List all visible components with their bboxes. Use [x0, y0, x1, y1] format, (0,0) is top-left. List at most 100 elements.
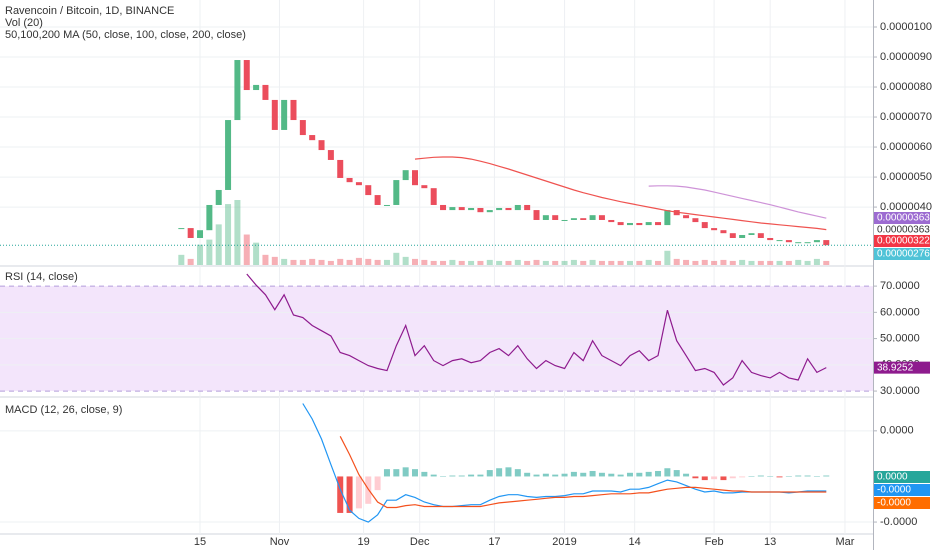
price-value-label: 0.00000363: [877, 213, 930, 224]
candle-body: [178, 228, 185, 230]
marks: [0, 60, 873, 523]
candle-body: [206, 204, 213, 231]
price-value-label-box: [874, 235, 930, 247]
candle-body: [739, 234, 746, 238]
candle-body: [253, 84, 260, 91]
macd-histogram-bar: [440, 476, 447, 477]
candle-body: [664, 210, 671, 226]
rsi-value-label: 38.9252: [877, 362, 914, 373]
chart-title: Ravencoin / Bitcoin, 1D, BINANCE: [5, 5, 174, 17]
volume-bar: [645, 259, 652, 265]
macd-histogram-bar: [767, 476, 774, 477]
volume-bar: [496, 260, 503, 265]
volume-bar: [505, 260, 512, 265]
candle-body: [262, 84, 269, 100]
volume-bar: [309, 258, 316, 265]
candle-body: [608, 219, 615, 223]
candle-body: [299, 120, 306, 136]
macd-histogram-bar: [720, 476, 727, 481]
macd-histogram-bar: [337, 476, 344, 513]
macd-histogram-bar: [655, 470, 662, 477]
ma50-line: [414, 156, 827, 231]
macd-histogram-bar: [561, 473, 568, 477]
volume-bar: [589, 259, 596, 265]
volume-bar: [318, 259, 325, 265]
candle-body: [636, 222, 643, 226]
volume-bar: [337, 258, 344, 265]
x-tick-label: 13: [764, 536, 776, 548]
volume-bar: [636, 260, 643, 265]
volume-bar: [570, 259, 577, 265]
macd-histogram-bar: [636, 472, 643, 477]
candle-body: [570, 218, 577, 220]
price-value-label: 0.00000363: [877, 225, 930, 236]
y-tick-label: -0.0000: [880, 516, 917, 528]
volume-bar: [412, 258, 419, 265]
macd-histogram-bar: [729, 476, 736, 479]
candle-body: [617, 222, 624, 226]
macd-histogram-bar: [496, 468, 503, 477]
x-tick-label: Mar: [835, 536, 854, 548]
macd-histogram-bar: [477, 474, 484, 477]
macd-histogram-bar: [449, 475, 456, 477]
volume-bar: [477, 260, 484, 265]
price-value-label: 0.00000322: [877, 236, 930, 247]
candle-body: [683, 215, 690, 219]
macd-histogram-bar: [795, 475, 802, 477]
macd-histogram-bar: [701, 476, 708, 481]
volume-bar: [383, 259, 390, 265]
candle-body: [337, 159, 344, 178]
volume-bar: [561, 260, 568, 265]
candle-body: [346, 177, 353, 183]
macd-histogram-bar: [757, 475, 764, 477]
candle-body: [748, 233, 755, 235]
y-tick-label: 0.00001000: [880, 21, 932, 33]
price-value-label-box: [874, 212, 930, 224]
candle-body: [767, 237, 774, 241]
candle-body: [374, 195, 381, 205]
macd-histogram-bar: [580, 472, 587, 477]
candle-body: [318, 140, 325, 151]
volume-bar: [449, 259, 456, 265]
candle-body: [692, 218, 699, 223]
volume-bar: [327, 260, 334, 265]
candle-body: [524, 204, 531, 211]
volume-bar: [421, 259, 428, 265]
candle-body: [215, 189, 222, 205]
candle-body: [271, 99, 278, 130]
macd-histogram-bar: [412, 469, 419, 477]
candle-body: [383, 204, 390, 206]
volume-bar: [299, 259, 306, 265]
candle-body: [655, 222, 662, 226]
volume-bar: [767, 260, 774, 265]
candle-body: [477, 207, 484, 213]
macd-histogram-bar: [711, 476, 718, 480]
volume-bar: [757, 260, 764, 265]
volume-bar: [365, 258, 372, 265]
candle-body: [757, 233, 764, 238]
candle-body: [514, 204, 521, 211]
volume-bar: [683, 259, 690, 265]
candle-body: [823, 240, 830, 246]
candle-body: [225, 120, 232, 190]
volume-bar: [524, 260, 531, 265]
candle-body: [701, 222, 708, 229]
candle-body: [234, 60, 241, 121]
macd-histogram-bar: [598, 472, 605, 477]
macd-histogram-bar: [505, 467, 512, 477]
candle-body: [813, 240, 820, 243]
candle-body: [542, 215, 549, 220]
rsi-title: RSI (14, close): [5, 271, 78, 283]
x-tick-label: 19: [357, 536, 369, 548]
volume-bar: [729, 260, 736, 265]
macd-histogram-bar: [692, 476, 699, 479]
candle-body: [402, 170, 409, 181]
volume-bar: [290, 259, 297, 265]
macd-histogram-bar: [570, 471, 577, 477]
macd-histogram-bar: [739, 476, 746, 478]
macd-histogram-bar: [458, 475, 465, 477]
candle-body: [552, 215, 559, 220]
